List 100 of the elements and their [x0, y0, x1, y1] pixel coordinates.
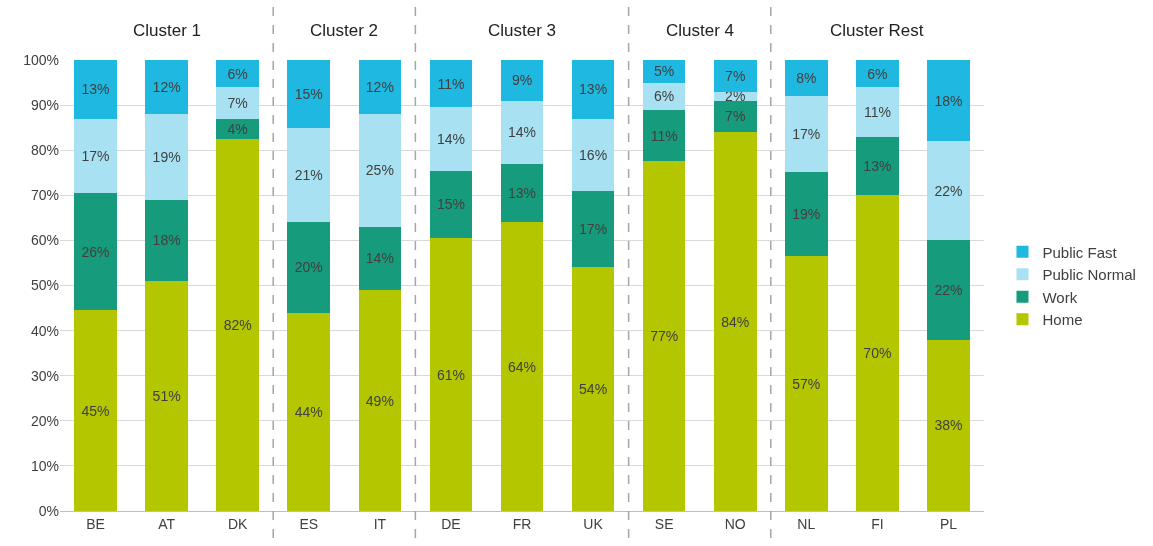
y-tick-label: 10% — [30, 457, 59, 474]
data-label: 11% — [437, 75, 465, 92]
bar — [784, 171, 828, 257]
data-label: 57% — [792, 375, 821, 392]
data-label: 7% — [227, 94, 248, 111]
data-label: 18% — [152, 232, 181, 249]
data-label: 13% — [863, 157, 892, 174]
x-tick-label: UK — [583, 515, 604, 532]
y-tick-label: 50% — [30, 277, 59, 294]
data-label: 8% — [796, 70, 817, 87]
bar — [74, 193, 117, 311]
data-label: 44% — [294, 403, 323, 420]
x-tick-label: FR — [512, 515, 532, 532]
bar — [571, 118, 615, 191]
data-label: 5% — [654, 63, 675, 80]
bar — [927, 240, 970, 340]
data-label: 17% — [792, 125, 821, 142]
bar — [358, 114, 402, 227]
bar — [74, 118, 117, 194]
data-label: 15% — [436, 196, 465, 213]
bar — [713, 132, 757, 511]
bar — [74, 310, 117, 511]
data-label: 6% — [654, 88, 675, 105]
bar — [784, 60, 828, 97]
data-label: 11% — [650, 127, 678, 144]
data-label: 14% — [436, 130, 465, 147]
bar — [500, 60, 544, 101]
text: Cluster Rest — [830, 21, 924, 40]
bar — [642, 161, 686, 511]
bar — [216, 87, 260, 119]
bar — [429, 170, 473, 239]
bar — [713, 100, 757, 133]
data-label: 4% — [227, 120, 248, 137]
x-tick-label: PL — [939, 515, 958, 532]
data-label: 77% — [650, 328, 679, 345]
x-tick-label: FI — [871, 515, 884, 532]
bar — [500, 222, 544, 511]
data-label: 64% — [507, 358, 537, 375]
data-label: 61% — [436, 366, 465, 383]
text: Cluster 4 — [666, 21, 735, 40]
x-tick-label: AT — [158, 515, 176, 532]
data-label: 17% — [579, 221, 608, 238]
text: Cluster 1 — [133, 21, 202, 40]
data-label: 11% — [863, 103, 891, 120]
bar — [856, 136, 899, 196]
bar — [642, 109, 686, 162]
bar — [571, 60, 615, 119]
bar — [145, 114, 188, 200]
data-label: 14% — [365, 250, 394, 267]
data-label: 82% — [223, 316, 252, 333]
bar — [145, 199, 188, 281]
bar — [358, 60, 402, 115]
bar — [358, 226, 402, 291]
data-label: 54% — [579, 381, 608, 398]
x-tick-label: DE — [441, 515, 461, 532]
y-tick-label: 70% — [30, 187, 59, 204]
bar — [927, 339, 970, 511]
data-label: 25% — [365, 162, 394, 179]
x-tick-label: BE — [86, 515, 105, 532]
bar — [784, 256, 828, 511]
bar — [571, 190, 615, 268]
y-tick-label: 40% — [30, 322, 59, 339]
data-label: 51% — [152, 387, 181, 404]
bar — [74, 60, 117, 119]
bar — [216, 138, 260, 511]
bar — [287, 312, 331, 511]
text: Cluster 2 — [310, 21, 379, 40]
data-label: 6% — [227, 65, 248, 82]
data-label: 26% — [81, 243, 110, 260]
data-label: 13% — [81, 81, 110, 98]
data-label: 14% — [507, 124, 537, 141]
data-label: 49% — [365, 392, 394, 409]
data-label: 15% — [294, 85, 323, 102]
y-tick-label: 0% — [38, 502, 59, 519]
x-tick-label: DK — [227, 515, 249, 532]
x-tick-label: IT — [373, 515, 387, 532]
bar — [927, 60, 970, 142]
bar — [429, 238, 473, 511]
data-label: 19% — [792, 206, 821, 223]
bar — [358, 290, 402, 511]
text: Cluster 3 — [488, 21, 557, 40]
bar — [429, 60, 473, 108]
data-label: 13% — [579, 81, 608, 98]
data-label: 21% — [294, 167, 323, 184]
data-label: 19% — [152, 148, 181, 165]
data-label: 9% — [511, 72, 533, 89]
bar — [500, 100, 544, 164]
data-label: 6% — [867, 65, 888, 82]
data-label: 7% — [725, 67, 746, 84]
bar — [287, 60, 331, 128]
data-label: 45% — [81, 402, 110, 419]
data-label: 17% — [81, 147, 110, 164]
y-tick-label: 90% — [30, 97, 59, 113]
data-label: 12% — [365, 79, 394, 96]
legend-label: Home — [1042, 311, 1083, 329]
y-tick-label: 30% — [30, 367, 59, 384]
bar — [145, 60, 188, 115]
legend-label: Public Fast — [1042, 243, 1118, 261]
data-label: 12% — [152, 79, 181, 96]
x-tick-label: NO — [724, 515, 746, 532]
